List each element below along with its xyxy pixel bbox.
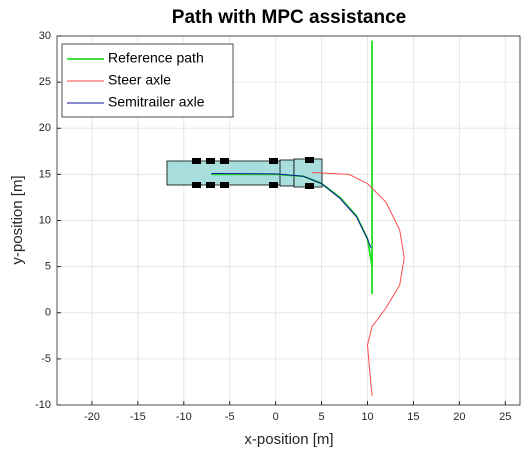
y-tick-label: 25	[39, 76, 51, 88]
semitrailer-body	[166, 160, 294, 186]
x-tick-label: -15	[130, 411, 146, 423]
x-axis-label: x-position [m]	[244, 431, 333, 448]
series-line	[211, 172, 372, 249]
x-tick-label: 10	[361, 411, 373, 423]
y-tick-label: -10	[35, 399, 51, 411]
y-tick-label: 5	[45, 261, 51, 273]
vehicle	[166, 157, 323, 189]
x-tick-label: 5	[319, 411, 325, 423]
wheels	[192, 157, 314, 189]
lines-layer	[211, 40, 405, 396]
legend-label: Steer axle	[108, 72, 171, 88]
y-tick-label: 15	[39, 168, 51, 180]
fifth-wheel	[279, 159, 295, 187]
x-tick-label: 20	[453, 411, 465, 423]
y-axis-label: y-position [m]	[9, 175, 26, 264]
x-tick-label: -20	[84, 411, 100, 423]
x-tick-label: 25	[499, 411, 511, 423]
series-line	[312, 172, 405, 396]
x-tick-label: 0	[273, 411, 279, 423]
y-tick-label: 30	[39, 30, 51, 42]
x-tick-label: -10	[176, 411, 192, 423]
y-tick-label: 10	[39, 214, 51, 226]
y-tick-label: 0	[45, 307, 51, 319]
x-tick-label: 15	[407, 411, 419, 423]
legend-label: Semitrailer axle	[108, 94, 205, 110]
legend: Reference path Steer axle Semitrailer axle	[61, 43, 234, 118]
y-tick-label: -5	[41, 353, 51, 365]
legend-label: Reference path	[108, 50, 204, 66]
x-tick-label: -5	[225, 411, 235, 423]
y-tick-label: 20	[39, 122, 51, 134]
chart-title: Path with MPC assistance	[172, 7, 406, 28]
